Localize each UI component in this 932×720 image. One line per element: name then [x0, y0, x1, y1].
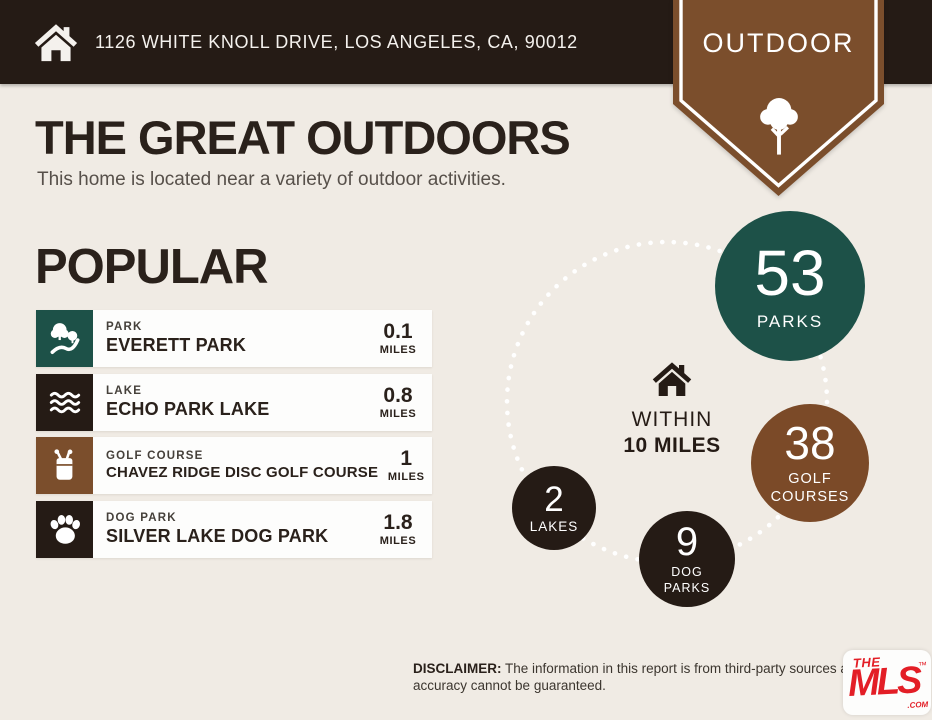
home-icon [34, 24, 78, 62]
page-title: THE GREAT OUTDOORS [35, 111, 571, 164]
mls-logo-trademark: ™ [917, 659, 928, 671]
golf-bag-icon [36, 437, 93, 494]
parks-label: PARKS [756, 311, 824, 331]
popular-list: PARK EVERETT PARK 0.1 MILES LAKE [36, 310, 432, 564]
lakes-label: LAKES [529, 519, 579, 534]
poi-distance-unit: MILES [379, 344, 417, 356]
golf-courses-count-bubble: 38 GOLF COURSES [751, 404, 869, 522]
lake-waves-icon [36, 373, 93, 431]
poi-type: LAKE [106, 384, 143, 397]
poi-distance: 1.8 [383, 510, 413, 534]
miles-radius-label: 10 MILES [623, 434, 721, 457]
dog-parks-label: DOG PARKS [663, 564, 711, 595]
park-trees-icon [36, 310, 93, 367]
lakes-count-bubble: 2 LAKES [512, 466, 596, 550]
poi-name: ECHO PARK LAKE [106, 398, 270, 419]
outdoor-report-badge: OUTDOOR REPORT [673, 0, 884, 200]
poi-distance: 0.1 [383, 320, 413, 343]
mls-logo-com: .COM [907, 699, 929, 710]
home-icon [652, 362, 692, 396]
golf-courses-label: GOLF COURSES [770, 470, 850, 505]
poi-type: GOLF COURSE [106, 450, 204, 462]
poi-distance-unit: MILES [379, 534, 417, 547]
poi-row-lake: LAKE ECHO PARK LAKE 0.8 MILES [36, 373, 432, 431]
within-label: WITHIN [631, 408, 713, 431]
poi-distance-unit: MILES [387, 471, 425, 483]
poi-name: EVERETT PARK [106, 335, 247, 355]
radius-center: WITHIN 10 MILES [587, 360, 757, 458]
paw-icon [36, 500, 93, 558]
poi-row-dogpark: DOG PARK SILVER LAKE DOG PARK 1.8 MILES [36, 500, 432, 558]
poi-distance: 0.8 [383, 383, 413, 407]
page-subtitle: This home is located near a variety of o… [37, 169, 506, 190]
poi-distance: 1 [400, 447, 413, 470]
disclaimer-label: DISCLAIMER: [413, 661, 502, 676]
parks-count-bubble: 53 PARKS [715, 211, 865, 361]
property-address: 1126 WHITE KNOLL DRIVE, LOS ANGELES, CA,… [95, 31, 578, 52]
poi-distance-unit: MILES [379, 407, 417, 420]
poi-row-golf: GOLF COURSE CHAVEZ RIDGE DISC GOLF COURS… [36, 437, 432, 494]
badge-shield-shape [673, 0, 884, 196]
poi-row-park: PARK EVERETT PARK 0.1 MILES [36, 310, 432, 367]
poi-name: SILVER LAKE DOG PARK [106, 525, 329, 546]
dog-parks-count-bubble: 9 DOG PARKS [639, 511, 735, 607]
dog-parks-count: 9 [675, 519, 699, 564]
poi-type: DOG PARK [106, 511, 177, 524]
parks-count: 53 [754, 236, 826, 309]
lakes-count: 2 [544, 480, 564, 519]
mls-logo-mls: MLS [846, 659, 921, 706]
tree-icon [759, 98, 798, 155]
radius-dotted-circle [504, 239, 830, 565]
badge-line1: OUTDOOR [702, 28, 855, 58]
disclaimer-text: DISCLAIMER: The information in this repo… [413, 661, 863, 693]
themls-logo: THE MLS ™ .COM [843, 650, 931, 715]
popular-heading: POPULAR [35, 240, 269, 294]
poi-type: PARK [106, 321, 143, 333]
golf-courses-count: 38 [784, 416, 836, 469]
poi-name: CHAVEZ RIDGE DISC GOLF COURSE [106, 464, 379, 481]
